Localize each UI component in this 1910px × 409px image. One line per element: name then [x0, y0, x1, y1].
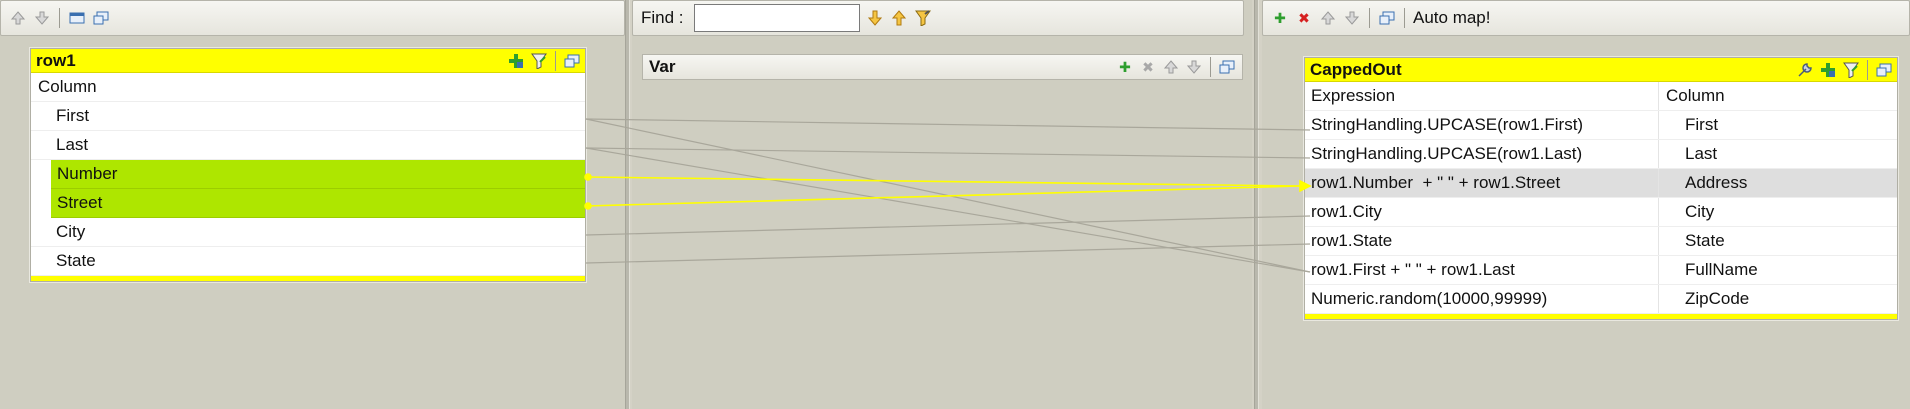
column-label: City — [56, 222, 86, 241]
toolbar-separator — [1369, 8, 1370, 28]
expression-cell[interactable]: StringHandling.UPCASE(row1.Last) — [1305, 140, 1659, 168]
expression-cell[interactable]: row1.Number + " " + row1.Street — [1305, 169, 1659, 197]
column-row-street[interactable]: Street — [51, 189, 585, 218]
output-row-zipcode[interactable]: Numeric.random(10000,99999) ZipCode — [1305, 285, 1897, 314]
output-panel: ✚ ✖ Auto map! CappedOut — [1262, 0, 1910, 409]
expression-filter-icon[interactable] — [1842, 61, 1860, 79]
column-row-first[interactable]: First — [31, 102, 585, 131]
panel-splitter-left[interactable] — [625, 0, 630, 409]
column-cell[interactable]: ZipCode — [1685, 289, 1750, 308]
column-header: Column — [31, 73, 585, 102]
wrench-icon[interactable] — [1796, 61, 1814, 79]
add-icon[interactable]: ✚ — [1119, 59, 1131, 75]
move-down-icon[interactable] — [1343, 9, 1361, 27]
expression-cell[interactable]: row1.State — [1305, 227, 1659, 255]
move-up-icon[interactable] — [1162, 58, 1180, 76]
column-cell[interactable]: Last — [1685, 144, 1718, 163]
window-icon[interactable] — [92, 9, 110, 27]
header-separator — [1210, 57, 1211, 77]
var-table-header[interactable]: Var ✚ ✖ — [642, 54, 1243, 80]
column-row-state[interactable]: State — [31, 247, 585, 276]
window-icon[interactable] — [563, 52, 581, 70]
find-toolbar: Find : — [632, 0, 1244, 36]
column-label: Street — [57, 193, 103, 212]
table-header[interactable]: CappedOut — [1305, 58, 1897, 82]
table-footer-bar — [31, 276, 585, 281]
column-header: Column — [1666, 86, 1725, 105]
add-filter-icon[interactable] — [507, 52, 525, 70]
output-row-last[interactable]: StringHandling.UPCASE(row1.Last) Last — [1305, 140, 1897, 169]
table-header[interactable]: row1 — [31, 49, 585, 73]
window-icon[interactable] — [1875, 61, 1893, 79]
output-row-fullname[interactable]: row1.First + " " + row1.Last FullName — [1305, 256, 1897, 285]
column-cell[interactable]: First — [1685, 115, 1719, 134]
window-icon[interactable] — [1378, 9, 1396, 27]
expression-filter-icon[interactable] — [530, 52, 548, 70]
column-row-city[interactable]: City — [31, 218, 585, 247]
table-title: row1 — [36, 50, 76, 70]
column-header-label: Column — [38, 77, 97, 96]
input-panel: row1 Column First Last Num — [0, 0, 625, 409]
column-label: Last — [56, 135, 89, 154]
column-row-last[interactable]: Last — [31, 131, 585, 160]
header-separator — [555, 50, 556, 71]
column-cell[interactable]: FullName — [1685, 260, 1758, 279]
arrow-down-icon[interactable] — [33, 9, 51, 27]
output-toolbar: ✚ ✖ Auto map! — [1262, 0, 1910, 36]
expression-cell[interactable]: row1.First + " " + row1.Last — [1305, 256, 1659, 284]
find-label: Find : — [641, 8, 684, 27]
auto-map-button[interactable]: Auto map! — [1413, 8, 1491, 27]
output-row-state[interactable]: row1.State State — [1305, 227, 1897, 256]
output-row-city[interactable]: row1.City City — [1305, 198, 1897, 227]
column-label: State — [56, 251, 96, 270]
table-footer-bar — [1305, 314, 1897, 319]
column-cell[interactable]: Address — [1685, 173, 1748, 192]
highlight-filter-icon[interactable] — [914, 9, 932, 27]
window-icon[interactable] — [1218, 58, 1236, 76]
move-down-icon[interactable] — [1185, 58, 1203, 76]
output-row-address[interactable]: row1.Number + " " + row1.Street Address — [1305, 169, 1897, 198]
input-table-row1: row1 Column First Last Num — [30, 48, 586, 282]
panel-splitter-right[interactable] — [1254, 0, 1259, 409]
column-row-number[interactable]: Number — [51, 160, 585, 189]
remove-icon[interactable]: ✖ — [1298, 10, 1310, 26]
table-title: CappedOut — [1310, 59, 1402, 79]
output-table-cappedout: CappedOut Expression Column — [1304, 57, 1898, 320]
add-icon[interactable]: ✚ — [1274, 10, 1286, 26]
var-panel: Find : Var ✚ ✖ — [632, 0, 1252, 409]
output-row-first[interactable]: StringHandling.UPCASE(row1.First) First — [1305, 111, 1897, 140]
column-label: Number — [57, 164, 118, 183]
expression-cell[interactable]: row1.City — [1305, 198, 1659, 226]
minimize-icon[interactable] — [68, 9, 86, 27]
toolbar-separator — [59, 8, 60, 28]
expression-cell[interactable]: StringHandling.UPCASE(row1.First) — [1305, 111, 1659, 139]
remove-icon[interactable]: ✖ — [1142, 59, 1154, 75]
move-up-icon[interactable] — [1319, 9, 1337, 27]
column-header-row: Expression Column — [1305, 82, 1897, 111]
toolbar-separator — [1404, 8, 1405, 28]
column-cell[interactable]: City — [1685, 202, 1715, 221]
header-separator — [1867, 59, 1868, 80]
input-toolbar — [0, 0, 625, 36]
next-down-icon[interactable] — [866, 9, 884, 27]
var-table-title: Var — [649, 57, 676, 76]
expression-header: Expression — [1305, 82, 1659, 110]
prev-up-icon[interactable] — [890, 9, 908, 27]
column-cell[interactable]: State — [1685, 231, 1725, 250]
expression-cell[interactable]: Numeric.random(10000,99999) — [1305, 285, 1659, 313]
find-input[interactable] — [693, 4, 860, 32]
column-label: First — [56, 106, 90, 125]
add-filter-icon[interactable] — [1819, 61, 1837, 79]
arrow-up-icon[interactable] — [9, 9, 27, 27]
